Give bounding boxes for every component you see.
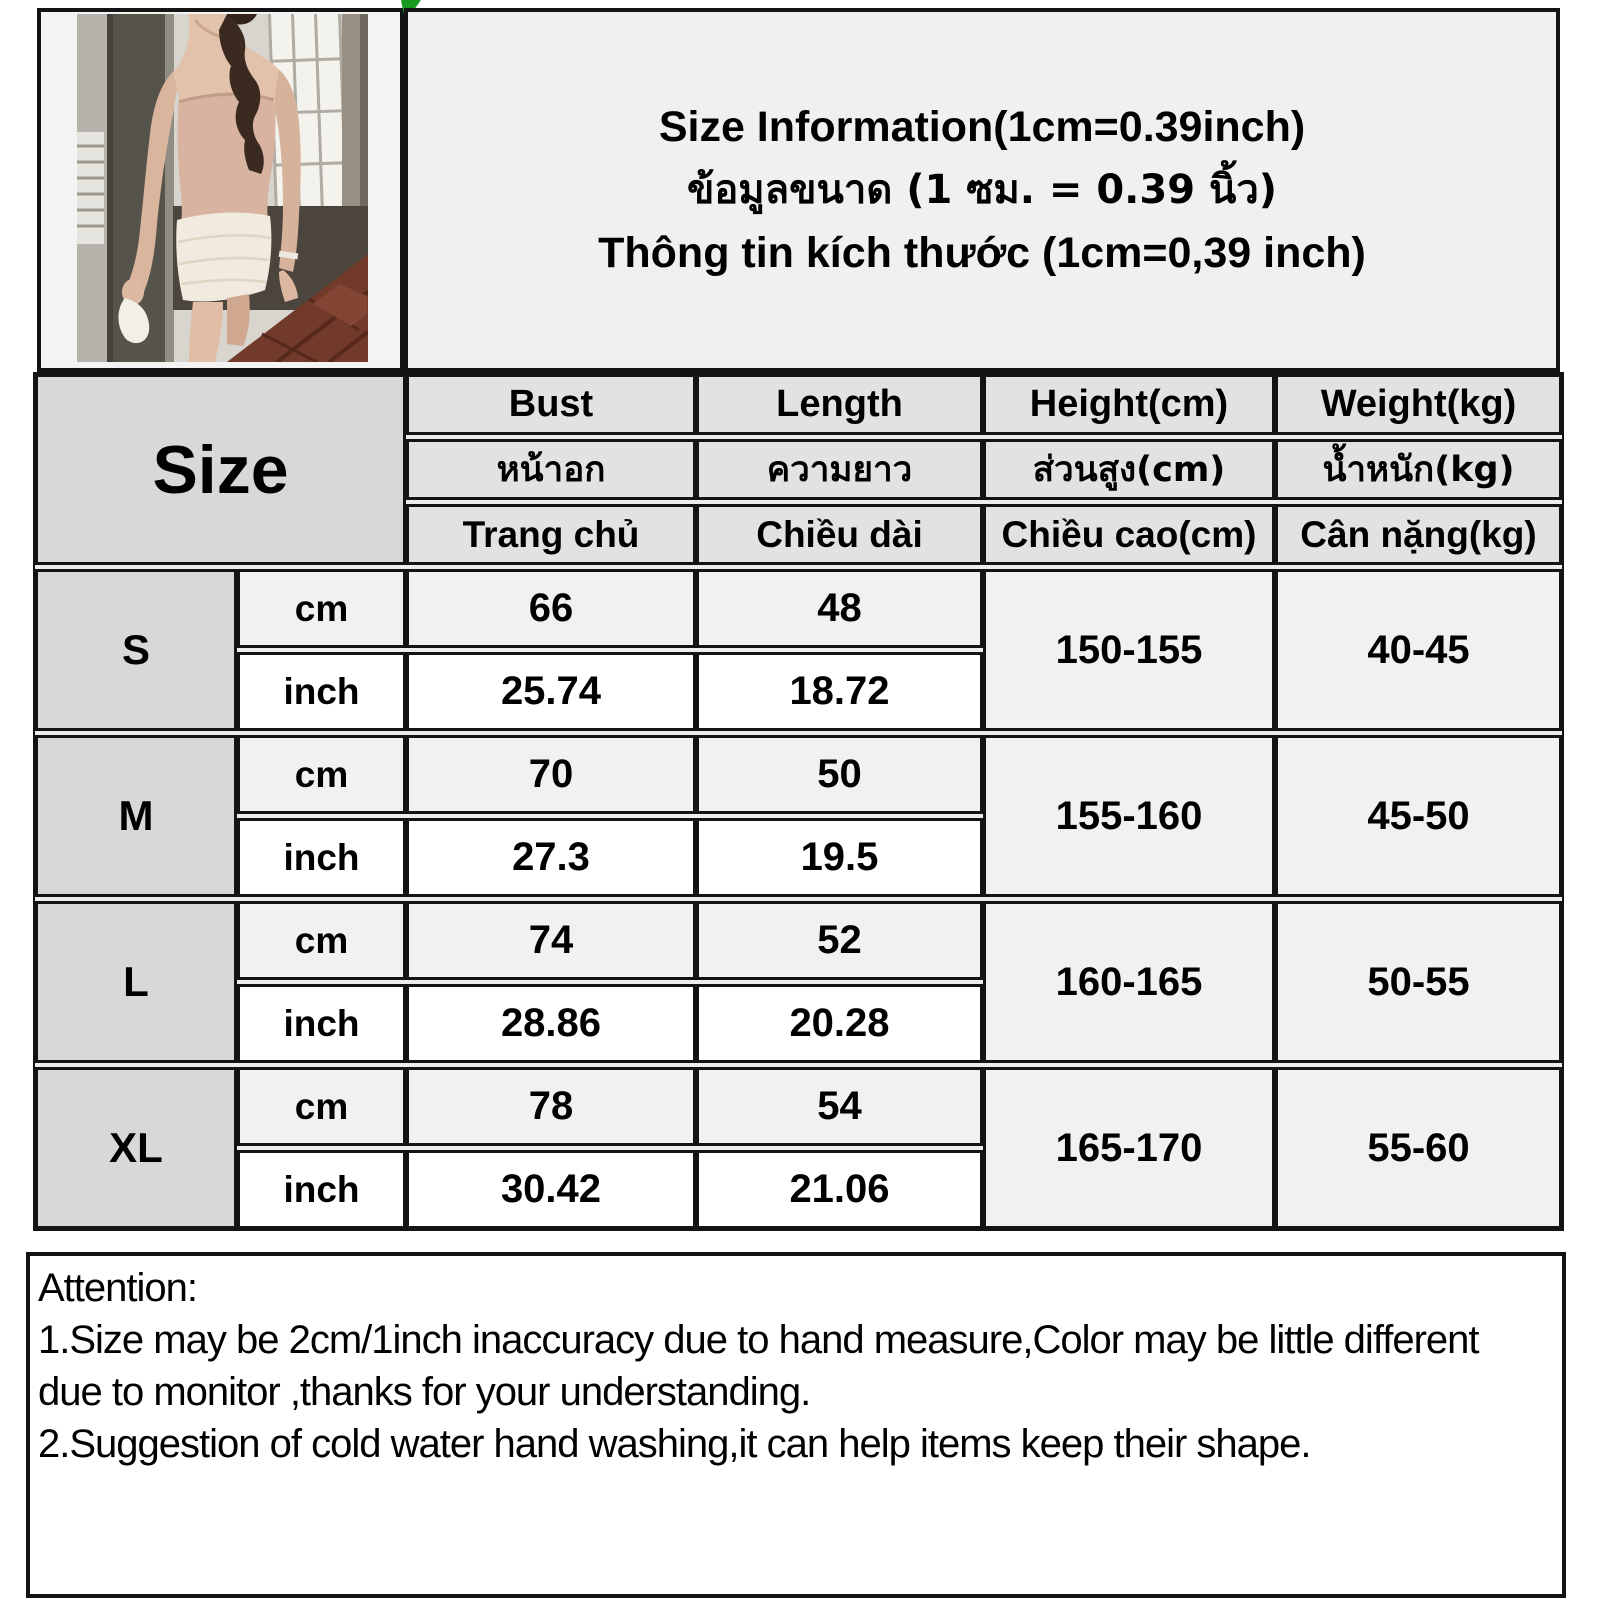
m-length-inch: 19.5 [696, 818, 983, 897]
l-bust-inch: 28.86 [406, 984, 696, 1063]
model-figure [118, 14, 301, 362]
size-m-label: M [35, 735, 237, 897]
m-inch-unit: inch [237, 818, 406, 897]
title-line-english: Size Information(1cm=0.39inch) [658, 103, 1306, 151]
l-bust-cm: 74 [406, 901, 696, 980]
lace-skirt [176, 212, 272, 302]
xl-inch-unit: inch [237, 1150, 406, 1229]
xl-bust-cm: 78 [406, 1067, 696, 1146]
size-xl-label: XL [35, 1067, 237, 1229]
tile-floor [227, 254, 368, 362]
xl-cm-unit: cm [237, 1067, 406, 1146]
header-height-th: ส่วนสูง(cm) [983, 439, 1275, 500]
l-cm-unit: cm [237, 901, 406, 980]
size-info-title-box: Size Information(1cm=0.39inch) ข้อมูลขนา… [404, 8, 1560, 372]
attention-note-1b: due to monitor ,thanks for your understa… [38, 1370, 811, 1414]
header-length-th: ความยาว [696, 439, 983, 500]
title-line-vietnamese: Thông tin kích thước (1cm=0,39 inch) [598, 229, 1366, 277]
xl-bust-inch: 30.42 [406, 1150, 696, 1229]
size-table: Size Bust Length Height(cm) Weight(kg) ห… [33, 372, 1564, 1231]
l-inch-unit: inch [237, 984, 406, 1063]
size-l-label: L [35, 901, 237, 1063]
white-clutch [118, 298, 150, 344]
l-height-range: 160-165 [983, 901, 1275, 1063]
header-bust-vi: Trang chủ [406, 504, 696, 565]
header-bust-th: หน้าอก [406, 439, 696, 500]
product-photo [77, 14, 368, 362]
header-length-vi: Chiều dài [696, 504, 983, 565]
product-photo-box [37, 8, 404, 372]
dark-door [107, 14, 173, 362]
attention-notes-box: Attention: 1.Size may be 2cm/1inch inacc… [26, 1252, 1566, 1598]
m-height-range: 155-160 [983, 735, 1275, 897]
s-inch-unit: inch [237, 652, 406, 731]
m-length-cm: 50 [696, 735, 983, 814]
xl-weight-range: 55-60 [1275, 1067, 1562, 1229]
l-weight-range: 50-55 [1275, 901, 1562, 1063]
attention-heading: Attention: [38, 1266, 198, 1310]
attention-note-1a: 1.Size may be 2cm/1inch inaccuracy due t… [38, 1318, 1480, 1362]
header-height-vi: Chiều cao(cm) [983, 504, 1275, 565]
title-line-thai: ข้อมูลขนาด (1 ซม. = 0.39 นิ้ว) [686, 167, 1278, 213]
s-weight-range: 40-45 [1275, 569, 1562, 731]
m-cm-unit: cm [237, 735, 406, 814]
m-bust-inch: 27.3 [406, 818, 696, 897]
header-height-en: Height(cm) [983, 374, 1275, 435]
s-length-inch: 18.72 [696, 652, 983, 731]
braid [219, 14, 264, 174]
xl-height-range: 165-170 [983, 1067, 1275, 1229]
header-length-en: Length [696, 374, 983, 435]
l-length-inch: 20.28 [696, 984, 983, 1063]
s-length-cm: 48 [696, 569, 983, 648]
m-bust-cm: 70 [406, 735, 696, 814]
l-length-cm: 52 [696, 901, 983, 980]
size-s-label: S [35, 569, 237, 731]
header-bust-en: Bust [406, 374, 696, 435]
bracelet [278, 250, 299, 260]
xl-length-cm: 54 [696, 1067, 983, 1146]
header-weight-th: น้ำหนัก(kg) [1275, 439, 1562, 500]
attention-note-2: 2.Suggestion of cold water hand washing,… [38, 1422, 1312, 1466]
s-cm-unit: cm [237, 569, 406, 648]
s-bust-inch: 25.74 [406, 652, 696, 731]
s-height-range: 150-155 [983, 569, 1275, 731]
xl-length-inch: 21.06 [696, 1150, 983, 1229]
s-bust-cm: 66 [406, 569, 696, 648]
m-weight-range: 45-50 [1275, 735, 1562, 897]
header-weight-vi: Cân nặng(kg) [1275, 504, 1562, 565]
table-corner-size-label: Size [35, 374, 406, 565]
header-weight-en: Weight(kg) [1275, 374, 1562, 435]
